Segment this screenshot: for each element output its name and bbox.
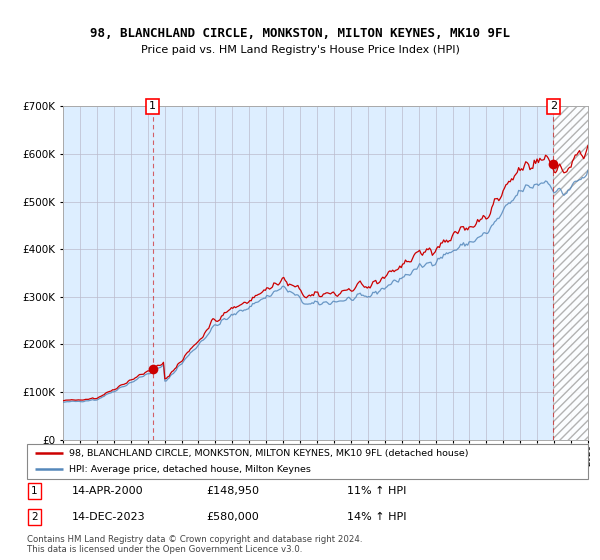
Text: 11% ↑ HPI: 11% ↑ HPI xyxy=(347,486,406,496)
FancyBboxPatch shape xyxy=(27,444,588,479)
Text: £580,000: £580,000 xyxy=(206,512,259,522)
Text: Contains HM Land Registry data © Crown copyright and database right 2024.
This d: Contains HM Land Registry data © Crown c… xyxy=(27,535,362,554)
Text: £148,950: £148,950 xyxy=(206,486,260,496)
Text: HPI: Average price, detached house, Milton Keynes: HPI: Average price, detached house, Milt… xyxy=(69,465,311,474)
Text: 2: 2 xyxy=(31,512,38,522)
Text: Price paid vs. HM Land Registry's House Price Index (HPI): Price paid vs. HM Land Registry's House … xyxy=(140,45,460,55)
Text: 98, BLANCHLAND CIRCLE, MONKSTON, MILTON KEYNES, MK10 9FL: 98, BLANCHLAND CIRCLE, MONKSTON, MILTON … xyxy=(90,27,510,40)
Text: 98, BLANCHLAND CIRCLE, MONKSTON, MILTON KEYNES, MK10 9FL (detached house): 98, BLANCHLAND CIRCLE, MONKSTON, MILTON … xyxy=(69,449,469,458)
Bar xyxy=(553,106,588,440)
Text: 2: 2 xyxy=(550,101,557,111)
Text: 1: 1 xyxy=(31,486,38,496)
Text: 14% ↑ HPI: 14% ↑ HPI xyxy=(347,512,406,522)
Text: 1: 1 xyxy=(149,101,156,111)
Text: 14-APR-2000: 14-APR-2000 xyxy=(72,486,143,496)
Text: 14-DEC-2023: 14-DEC-2023 xyxy=(72,512,146,522)
